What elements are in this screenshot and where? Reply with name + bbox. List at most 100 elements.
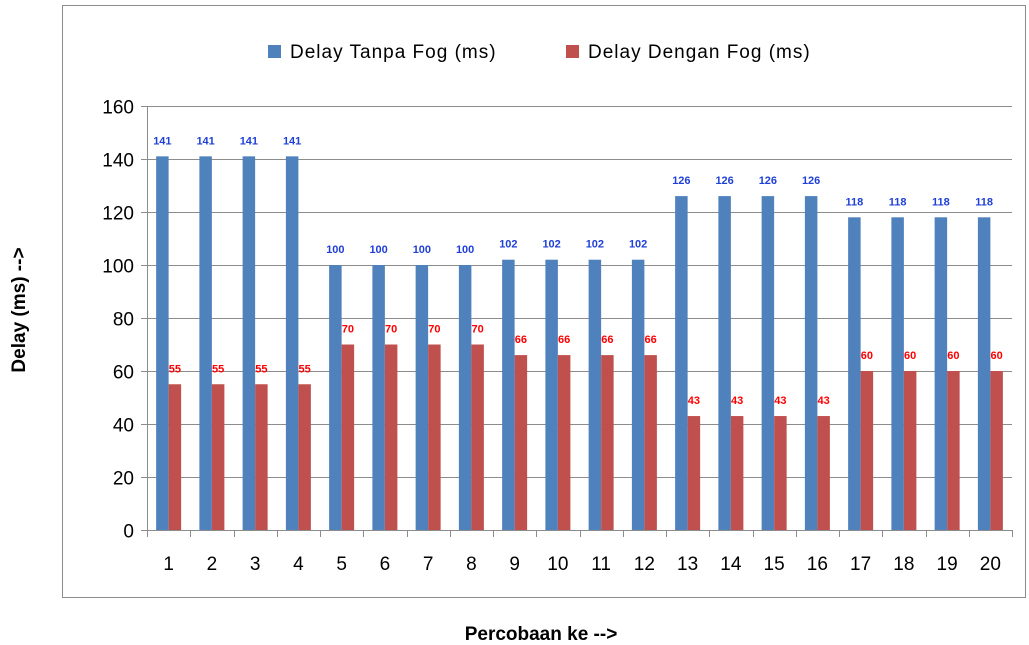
data-label-tanpa-fog: 141 [153, 135, 171, 147]
bar-dengan-fog [730, 416, 744, 530]
bar-tanpa-fog [199, 156, 212, 530]
data-label-dengan-fog: 60 [947, 350, 959, 362]
y-tick-label: 160 [102, 98, 134, 119]
data-label-dengan-fog: 55 [299, 363, 311, 375]
bar-tanpa-fog [415, 265, 429, 530]
data-label-tanpa-fog: 118 [932, 196, 950, 208]
x-tick-label: 1 [163, 554, 174, 575]
legend-swatch [566, 45, 579, 58]
data-label-tanpa-fog: 141 [196, 135, 214, 147]
bar-tanpa-fog [718, 196, 731, 530]
bar-tanpa-fog [242, 156, 256, 530]
x-tick-label: 13 [677, 554, 698, 575]
bar-tanpa-fog [804, 196, 818, 530]
data-label-dengan-fog: 55 [255, 363, 267, 375]
data-label-tanpa-fog: 100 [456, 244, 474, 256]
y-tick-label: 40 [113, 416, 134, 437]
bar-dengan-fog [903, 371, 917, 530]
bars [156, 156, 1003, 531]
data-label-dengan-fog: 70 [472, 324, 484, 336]
x-tick-label: 12 [634, 554, 655, 575]
data-label-tanpa-fog: 118 [889, 196, 907, 208]
y-tick-label: 100 [102, 257, 134, 278]
y-tick-label: 140 [102, 151, 134, 172]
x-tick-label: 14 [720, 554, 742, 575]
bar-tanpa-fog [372, 265, 385, 530]
bar-dengan-fog [947, 371, 960, 530]
data-label-dengan-fog: 66 [558, 334, 570, 346]
x-tick-label: 16 [807, 554, 828, 575]
data-label-tanpa-fog: 102 [586, 239, 604, 251]
data-label-tanpa-fog: 102 [542, 239, 560, 251]
data-label-dengan-fog: 60 [861, 350, 873, 362]
bar-tanpa-fog [588, 259, 602, 530]
y-axis-title: Delay (ms) --> [9, 247, 30, 372]
bar-dengan-fog [860, 371, 874, 530]
bar-dengan-fog [817, 416, 830, 530]
bar-dengan-fog [774, 416, 787, 530]
bar-tanpa-fog [848, 217, 861, 531]
x-tick-label: 20 [980, 554, 1001, 575]
bar-dengan-fog [687, 416, 701, 530]
legend-label: Delay Tanpa Fog (ms) [290, 42, 497, 63]
data-label-tanpa-fog: 126 [672, 175, 690, 187]
y-tick-label: 20 [113, 469, 134, 490]
y-tick-label: 80 [113, 310, 134, 331]
data-label-dengan-fog: 55 [212, 363, 224, 375]
bar-tanpa-fog [891, 217, 904, 531]
data-label-dengan-fog: 43 [774, 395, 786, 407]
data-label-tanpa-fog: 102 [499, 239, 517, 251]
data-labels: 141 141 141 141 100 100 100 100 102 102 102 102 126 1… [153, 135, 1003, 407]
bar-tanpa-fog [675, 196, 688, 530]
data-label-tanpa-fog: 141 [283, 135, 301, 147]
data-label-tanpa-fog: 100 [413, 244, 431, 256]
legend-swatch [268, 45, 281, 58]
data-label-dengan-fog: 70 [428, 324, 440, 336]
data-label-dengan-fog: 60 [991, 350, 1003, 362]
x-tick-label: 9 [509, 554, 520, 575]
bar-dengan-fog [990, 371, 1003, 530]
x-tick-label: 10 [547, 554, 568, 575]
data-label-tanpa-fog: 100 [326, 244, 344, 256]
data-label-tanpa-fog: 126 [802, 175, 820, 187]
data-label-dengan-fog: 70 [385, 324, 397, 336]
bar-dengan-fog [644, 355, 657, 530]
data-label-dengan-fog: 43 [731, 395, 743, 407]
bar-dengan-fog [428, 344, 441, 530]
bar-tanpa-fog [458, 265, 472, 530]
x-tick-label: 18 [893, 554, 914, 575]
bar-dengan-fog [298, 384, 311, 530]
data-label-dengan-fog: 70 [342, 324, 354, 336]
y-tick-label: 120 [102, 204, 134, 225]
x-tick-label: 8 [466, 554, 477, 575]
bar-tanpa-fog [934, 217, 948, 531]
bar-dengan-fog [255, 384, 268, 530]
data-label-tanpa-fog: 141 [240, 135, 258, 147]
data-label-dengan-fog: 66 [601, 334, 613, 346]
x-tick-label: 5 [336, 554, 347, 575]
data-label-tanpa-fog: 118 [975, 196, 993, 208]
legend: Delay Tanpa Fog (ms) Delay Dengan Fog (ms… [268, 42, 810, 63]
bar-dengan-fog [514, 355, 528, 530]
data-label-tanpa-fog: 102 [629, 239, 647, 251]
bar-tanpa-fog [977, 217, 991, 531]
data-label-tanpa-fog: 126 [759, 175, 777, 187]
data-label-dengan-fog: 43 [818, 395, 830, 407]
x-tick-label: 4 [293, 554, 304, 575]
bar-tanpa-fog [156, 156, 169, 530]
bar-dengan-fog [601, 355, 614, 530]
data-label-dengan-fog: 66 [645, 334, 657, 346]
bar-tanpa-fog [545, 259, 558, 530]
data-label-dengan-fog: 43 [688, 395, 700, 407]
bar-tanpa-fog [761, 196, 775, 530]
x-tick-label: 6 [380, 554, 391, 575]
data-label-tanpa-fog: 118 [846, 196, 864, 208]
x-axis-title: Percobaan ke --> [465, 624, 618, 645]
bar-dengan-fog [384, 344, 398, 530]
bar-tanpa-fog [285, 156, 299, 530]
y-tick-label: 60 [113, 363, 134, 384]
data-label-tanpa-fog: 100 [369, 244, 387, 256]
data-label-dengan-fog: 66 [515, 334, 527, 346]
data-label-dengan-fog: 55 [169, 363, 181, 375]
